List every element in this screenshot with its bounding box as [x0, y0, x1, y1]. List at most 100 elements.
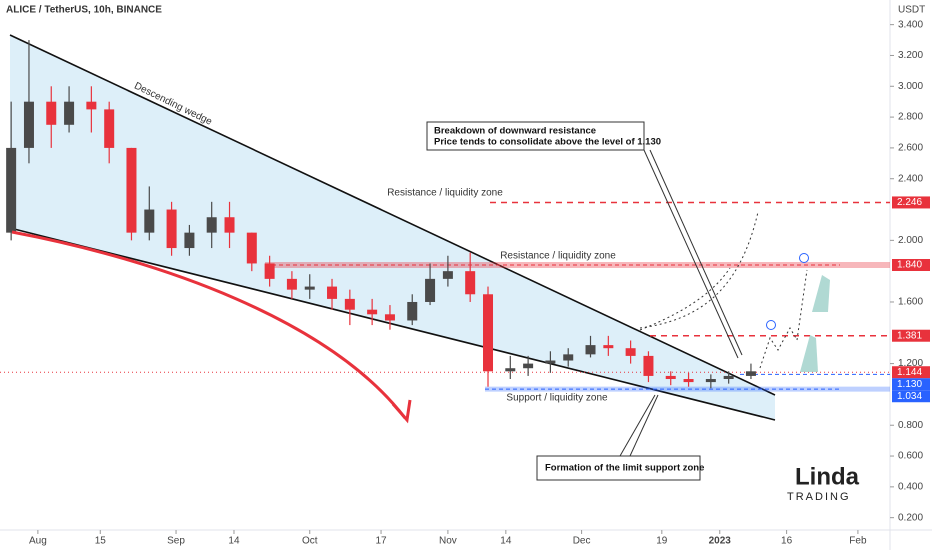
candle-body [505, 368, 516, 372]
y-tick-label: 1.200 [898, 358, 923, 369]
candle-body [683, 379, 694, 383]
candle-body [46, 101, 57, 125]
callout-pointer [643, 149, 739, 359]
callout-pointer [629, 394, 659, 457]
zone-label: Support / liquidity zone [506, 393, 608, 404]
price-label-box [892, 390, 930, 403]
logo-name: Linda [795, 463, 860, 490]
x-tick-label: 14 [500, 536, 512, 547]
projection-path [639, 211, 759, 329]
candle-body [425, 278, 436, 302]
price-label-box [892, 378, 930, 391]
candle-body [104, 109, 115, 148]
candle-body [166, 209, 177, 249]
candle-body [603, 345, 614, 349]
x-tick-label: 19 [656, 536, 668, 547]
y-tick-label: 2.600 [898, 143, 923, 154]
candle-body [523, 363, 534, 369]
candle-body [367, 309, 378, 315]
candle-body [23, 101, 34, 148]
callout-text: Formation of the limit support zone [545, 463, 704, 474]
x-tick-label: Sep [167, 536, 185, 547]
y-tick-label: 0.200 [898, 512, 923, 523]
candle-body [264, 263, 275, 279]
candle-body [545, 360, 556, 364]
x-tick-label: Aug [29, 536, 47, 547]
projection-path [639, 267, 731, 331]
red-arrow [11, 230, 407, 419]
candle-body [643, 355, 654, 376]
candle-body [723, 375, 734, 380]
candle-body [64, 101, 75, 125]
y-tick-label: 3.000 [898, 81, 923, 92]
x-tick-label: Feb [849, 536, 867, 547]
y-tick-label: 2.000 [898, 235, 923, 246]
candle-body [407, 301, 418, 321]
y-tick-label: 0.800 [898, 420, 923, 431]
zone-label: Resistance / liquidity zone [387, 188, 503, 199]
candle-body [6, 147, 17, 233]
candle-body [184, 232, 195, 249]
callout-text: Price tends to consolidate above the lev… [434, 137, 661, 148]
price-label: 1.130 [897, 379, 922, 390]
candle-body [705, 379, 716, 383]
x-tick-label: Oct [302, 536, 318, 547]
candle-body [304, 286, 315, 290]
symbol-title: ALICE / TetherUS, 10h, BINANCE [6, 5, 162, 16]
price-label: 1.144 [897, 367, 922, 378]
callout-box [426, 121, 645, 151]
candle-body [585, 345, 596, 355]
callout-text: Breakdown of downward resistance [434, 126, 596, 137]
x-tick-label: Nov [439, 536, 457, 547]
x-tick-label: 17 [375, 536, 387, 547]
x-tick-label: 16 [781, 536, 793, 547]
price-label: 1.840 [897, 260, 922, 271]
wedge-area [10, 35, 775, 420]
up-arrow [800, 335, 818, 372]
price-label: 1.381 [897, 330, 922, 341]
up-arrow [812, 275, 830, 312]
x-tick-label: Dec [573, 536, 591, 547]
candle-body [563, 354, 574, 361]
candle-body [246, 232, 257, 264]
candle-body [483, 294, 494, 372]
candle-body [465, 271, 476, 295]
candle-body [286, 278, 297, 290]
y-tick-label: 2.800 [898, 112, 923, 123]
y-tick-label: 0.400 [898, 482, 923, 493]
y-tick-label: 1.600 [898, 297, 923, 308]
callout-pointer [649, 149, 743, 356]
candle-body [224, 217, 235, 233]
candle-body [144, 209, 155, 233]
candle-body [86, 101, 97, 110]
price-label-box [892, 259, 930, 271]
target-marker [766, 320, 776, 330]
x-tick-label: 15 [95, 536, 107, 547]
candle-body [126, 147, 137, 233]
zone-label: Resistance / liquidity zone [500, 251, 616, 262]
x-tick-label: 2023 [709, 536, 732, 547]
candle-body [625, 348, 636, 356]
y-tick-label: 3.400 [898, 19, 923, 30]
wedge-upper [9, 34, 776, 396]
candle-body [384, 314, 395, 321]
projection-path [759, 269, 808, 369]
callout-pointer [619, 394, 656, 457]
y-tick-label: 2.400 [898, 173, 923, 184]
price-label-box [892, 196, 930, 209]
currency: USDT [898, 5, 925, 16]
callout-box [536, 455, 701, 481]
red-arrow-head [391, 399, 412, 424]
y-tick-label: 0.600 [898, 451, 923, 462]
price-label: 2.246 [897, 197, 922, 208]
price-label-box [892, 366, 930, 379]
price-label-box [892, 329, 930, 342]
x-tick-label: 14 [228, 536, 240, 547]
logo-tagline: TRADING [787, 491, 851, 503]
candle-body [665, 375, 676, 380]
wedge-lower [9, 227, 776, 421]
candle-body [327, 286, 338, 299]
candle-body [442, 271, 453, 279]
candle-body [344, 298, 355, 310]
